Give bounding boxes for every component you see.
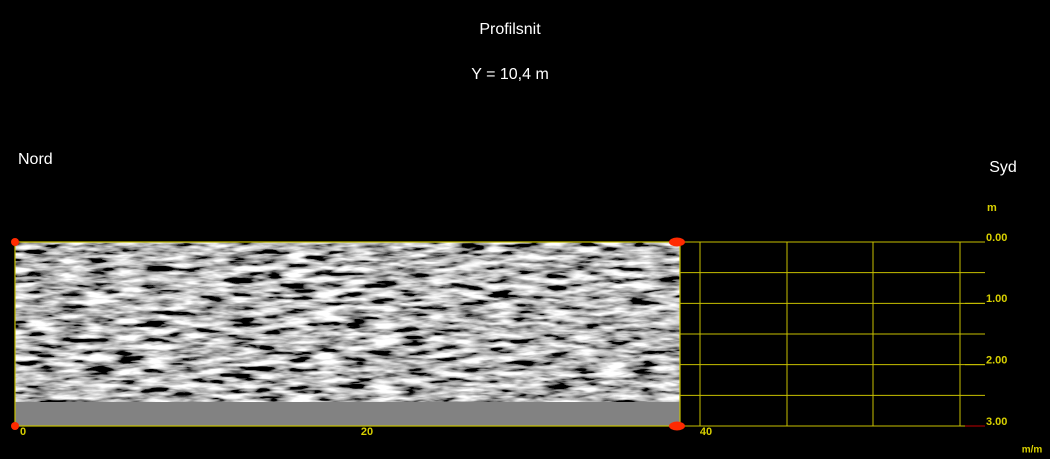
depth-label: 0.00 [986,232,1007,244]
distance-label: 40 [700,426,712,438]
end-markers [11,237,685,431]
subtitle: Y = 10,4 m [471,66,549,83]
marker [11,422,19,430]
depth-label: 2.00 [986,355,1007,367]
title: Profilsnit [479,21,541,38]
marker [11,238,19,246]
radargram [15,242,680,426]
no-data-band [15,402,680,426]
marker [669,237,685,247]
left-side-label: Nord [18,151,53,168]
depth-grid [680,241,985,427]
distance-label: 0 [20,426,26,438]
right-side-label: Syd [989,159,1017,176]
distance-label: 20 [361,426,373,438]
radargram-frame [14,241,681,427]
distance-unit: m/m [1022,445,1043,454]
depth-label: 3.00 [986,416,1007,428]
depth-unit: m [987,202,997,214]
axis-labels: 0.00 1.00 2.00 3.00 0 20 40 [20,232,1007,438]
depth-label: 1.00 [986,293,1007,305]
radargram-image [15,242,680,402]
marker [669,421,685,431]
